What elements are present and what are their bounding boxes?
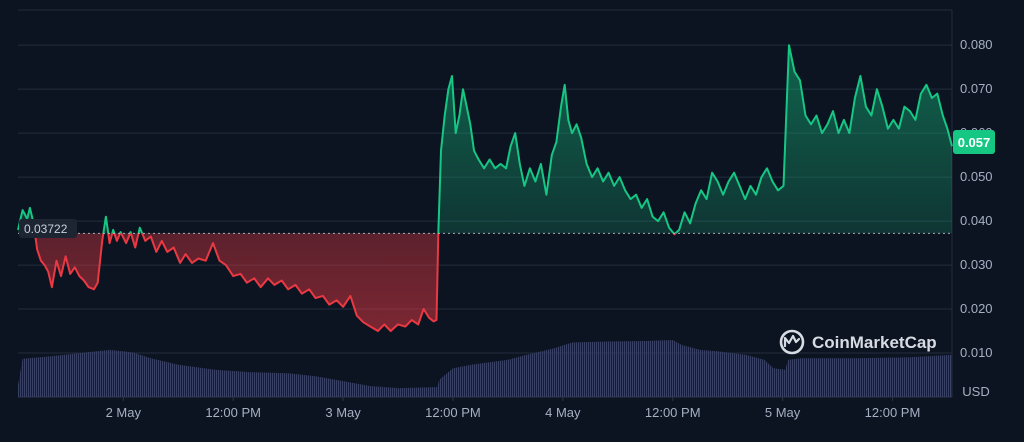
last-price-label: 0.057 — [958, 135, 991, 150]
y-tick-label: 0.070 — [960, 81, 993, 96]
y-tick-label: 0.020 — [960, 301, 993, 316]
coinmarketcap-logo-icon — [779, 329, 805, 355]
last-price-badge: 0.057 — [953, 130, 995, 154]
area-above-reference — [18, 45, 952, 234]
x-tick-label: 12:00 PM — [865, 405, 921, 420]
y-tick-label: 0.050 — [960, 169, 993, 184]
y-tick-label: 0.030 — [960, 257, 993, 272]
price-line-up — [17, 44, 953, 234]
y-tick-label: 0.010 — [960, 345, 993, 360]
x-tick-label: 3 May — [325, 405, 361, 420]
volume-area — [18, 340, 952, 397]
volume-bars — [18, 340, 952, 397]
y-tick-label: 0.080 — [960, 37, 993, 52]
reference-price-badge: 0.03722 — [19, 219, 77, 238]
price-area — [18, 45, 952, 331]
x-tick-label: 2 May — [106, 405, 142, 420]
price-line — [17, 44, 953, 332]
x-tick-label: 12:00 PM — [205, 405, 261, 420]
area-below-reference — [34, 233, 676, 331]
x-tick-label: 5 May — [765, 405, 801, 420]
reference-price-label: 0.03722 — [24, 222, 68, 236]
coinmarketcap-watermark: CoinMarketCap — [779, 329, 937, 355]
x-tick-label: 12:00 PM — [645, 405, 701, 420]
y-unit-label: USD — [962, 384, 989, 399]
y-tick-label: 0.040 — [960, 213, 993, 228]
x-tick-label: 4 May — [545, 405, 581, 420]
watermark-text: CoinMarketCap — [812, 333, 937, 352]
x-tick-label: 12:00 PM — [425, 405, 481, 420]
